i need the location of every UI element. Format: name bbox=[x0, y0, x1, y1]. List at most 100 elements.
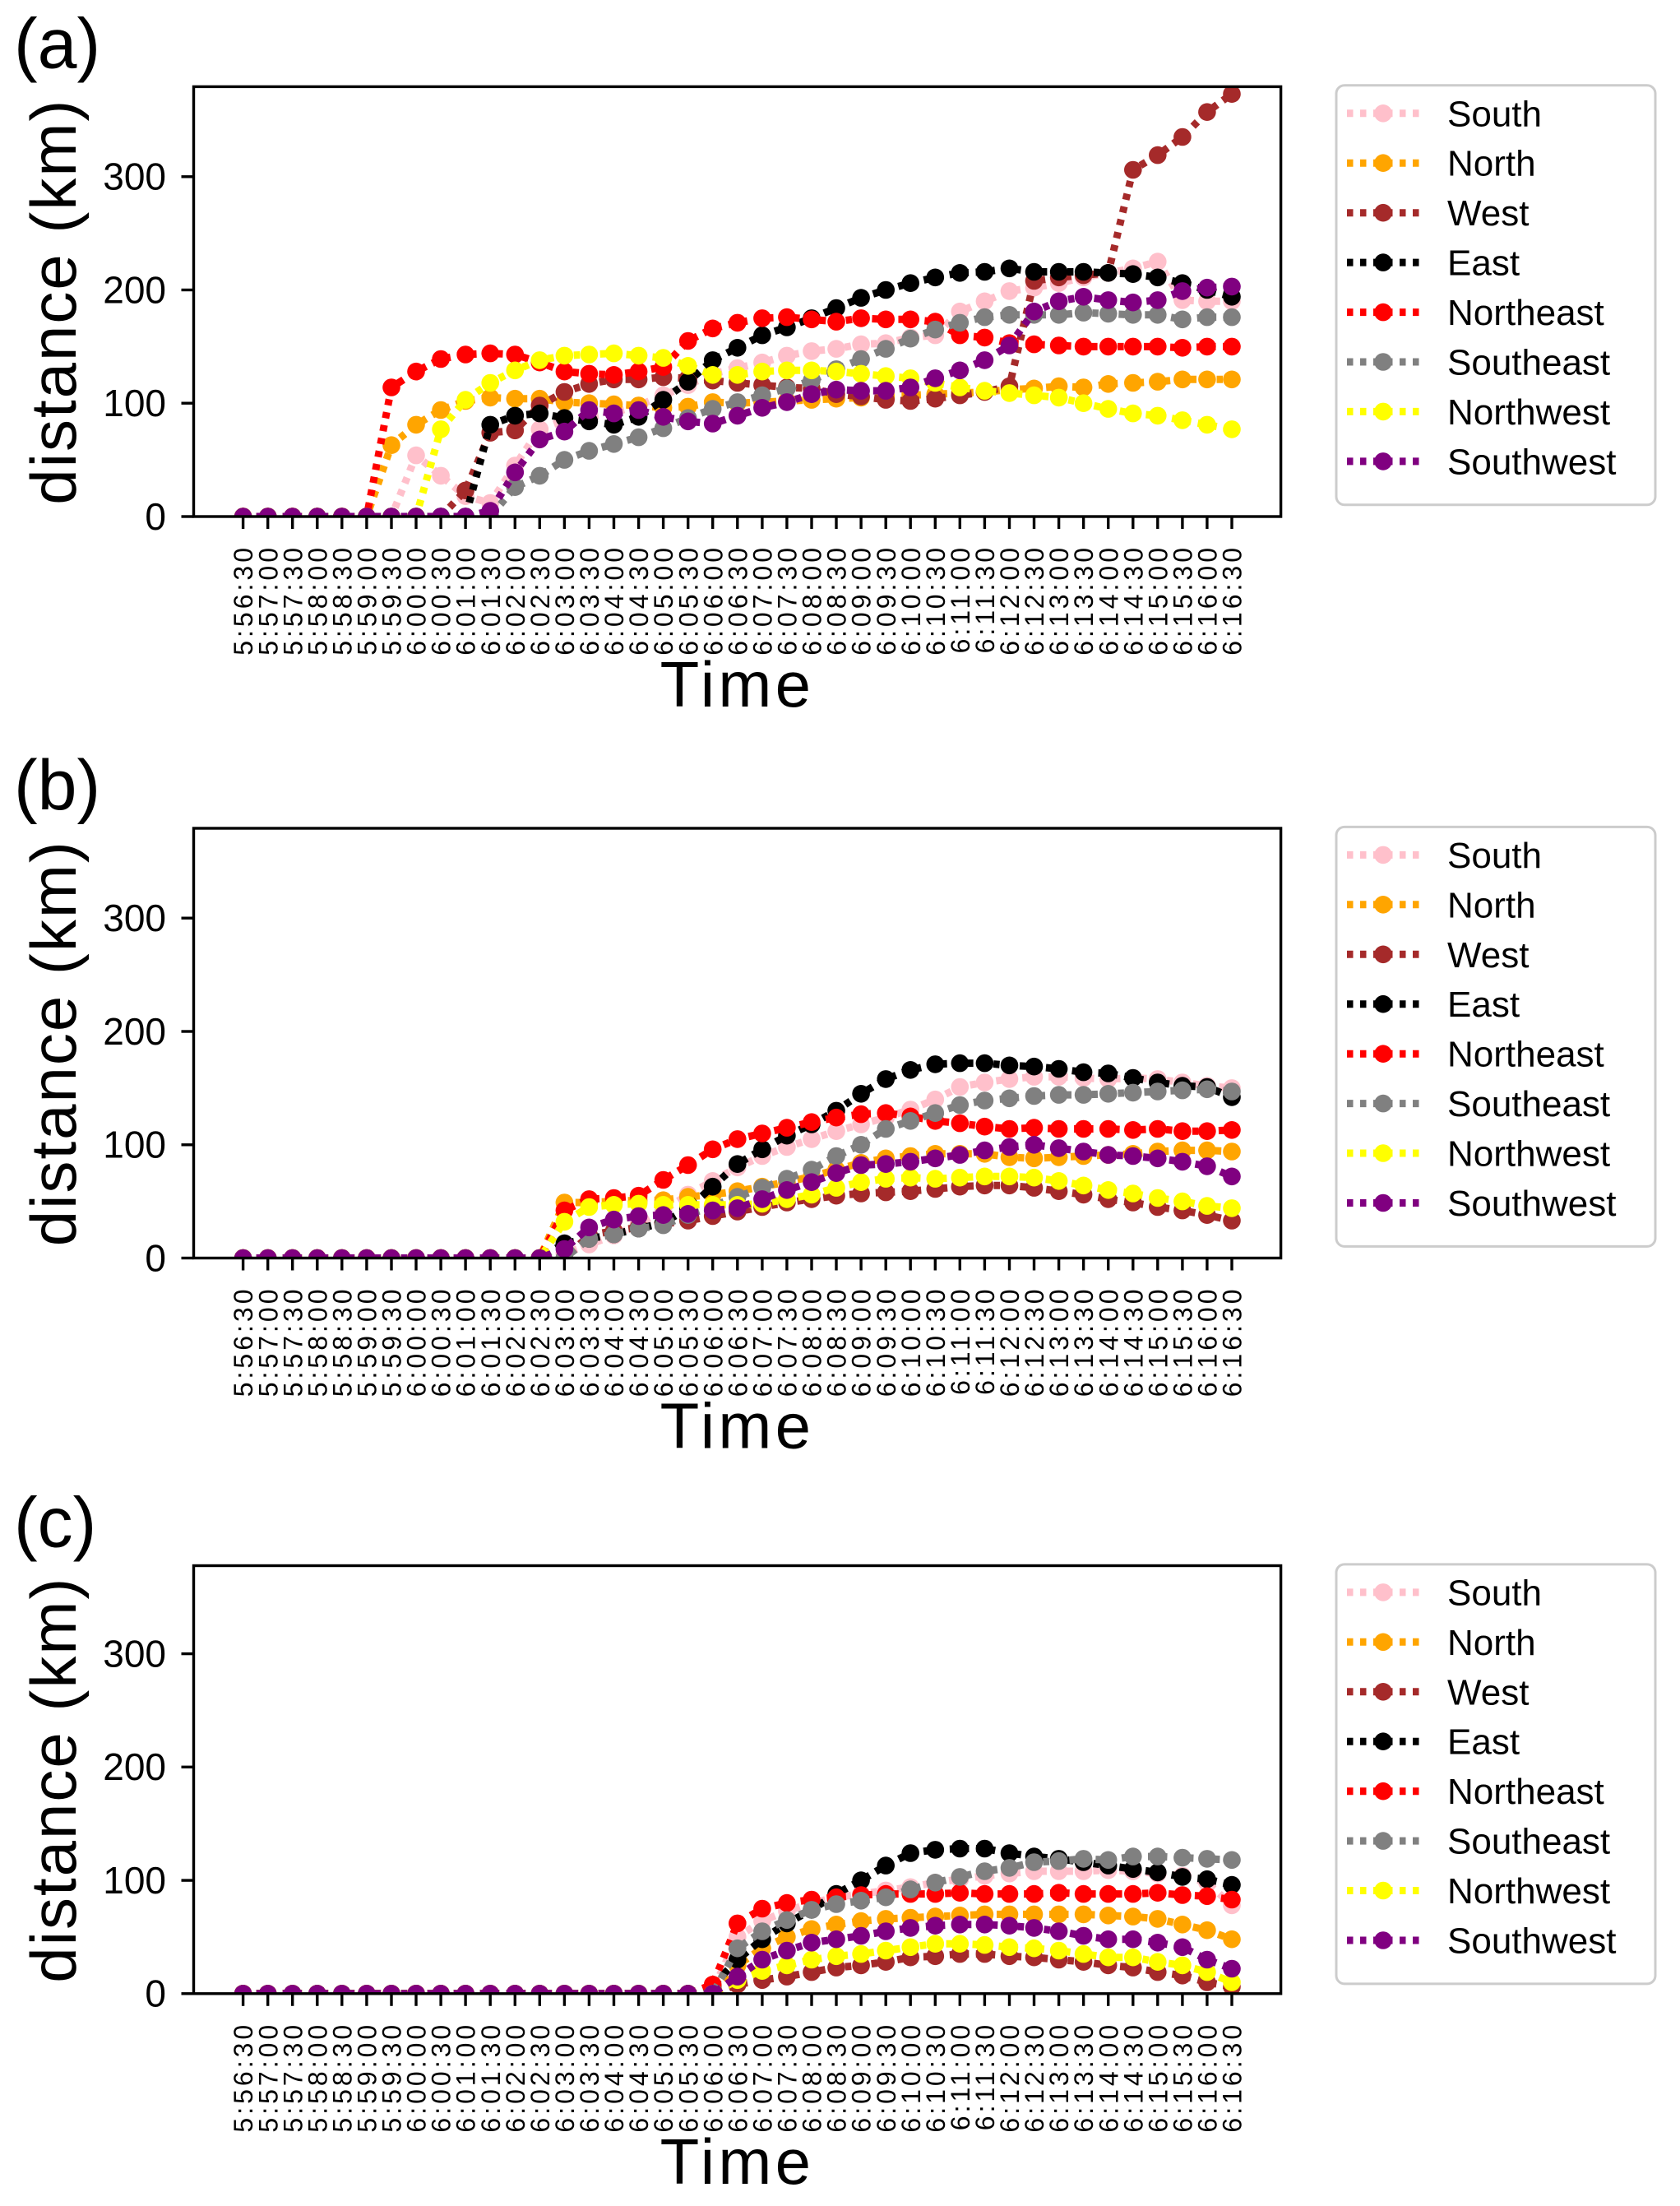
svg-text:6:12:00: 6:12:00 bbox=[995, 2022, 1025, 2133]
svg-text:6:03:30: 6:03:30 bbox=[575, 545, 604, 656]
svg-text:6:15:00: 6:15:00 bbox=[1143, 545, 1173, 656]
svg-text:5:57:00: 5:57:00 bbox=[253, 2022, 283, 2133]
svg-text:5:57:00: 5:57:00 bbox=[253, 1286, 283, 1397]
svg-text:6:09:30: 6:09:30 bbox=[872, 2022, 901, 2133]
svg-text:Northwest: Northwest bbox=[1447, 392, 1610, 433]
svg-text:6:13:30: 6:13:30 bbox=[1069, 1286, 1099, 1397]
svg-text:5:57:30: 5:57:30 bbox=[278, 545, 308, 656]
svg-text:East: East bbox=[1447, 985, 1520, 1025]
svg-text:6:03:00: 6:03:00 bbox=[550, 1286, 580, 1397]
svg-text:6:12:30: 6:12:30 bbox=[1020, 1286, 1049, 1397]
svg-text:5:59:30: 5:59:30 bbox=[377, 545, 407, 656]
svg-text:North: North bbox=[1447, 144, 1536, 184]
svg-text:Northwest: Northwest bbox=[1447, 1134, 1610, 1175]
svg-text:6:07:00: 6:07:00 bbox=[748, 1286, 778, 1397]
svg-text:6:12:00: 6:12:00 bbox=[995, 545, 1025, 656]
svg-text:6:03:30: 6:03:30 bbox=[575, 1286, 604, 1397]
svg-text:Northwest: Northwest bbox=[1447, 1871, 1610, 1912]
svg-text:6:14:00: 6:14:00 bbox=[1094, 545, 1123, 656]
svg-text:6:00:00: 6:00:00 bbox=[402, 1286, 432, 1397]
svg-text:6:03:30: 6:03:30 bbox=[575, 2022, 604, 2133]
svg-text:6:04:00: 6:04:00 bbox=[599, 545, 629, 656]
svg-text:6:05:30: 6:05:30 bbox=[673, 1286, 703, 1397]
svg-text:6:11:30: 6:11:30 bbox=[970, 2022, 1000, 2130]
svg-text:5:58:30: 5:58:30 bbox=[327, 2022, 357, 2133]
svg-text:6:03:00: 6:03:00 bbox=[550, 2022, 580, 2133]
svg-text:6:04:30: 6:04:30 bbox=[624, 1286, 654, 1397]
svg-text:6:15:30: 6:15:30 bbox=[1169, 2022, 1198, 2133]
svg-text:5:56:30: 5:56:30 bbox=[229, 2022, 258, 2133]
svg-text:6:02:30: 6:02:30 bbox=[525, 545, 555, 656]
svg-text:6:07:30: 6:07:30 bbox=[773, 1286, 803, 1397]
svg-text:200: 200 bbox=[103, 1745, 166, 1788]
svg-text:5:58:00: 5:58:00 bbox=[303, 1286, 332, 1397]
svg-text:6:13:00: 6:13:00 bbox=[1044, 1286, 1074, 1397]
svg-text:6:16:00: 6:16:00 bbox=[1193, 545, 1223, 656]
svg-text:6:04:30: 6:04:30 bbox=[624, 2022, 654, 2133]
svg-text:6:00:00: 6:00:00 bbox=[402, 2022, 432, 2133]
svg-text:North: North bbox=[1447, 1623, 1536, 1663]
svg-text:5:57:00: 5:57:00 bbox=[253, 545, 283, 656]
svg-text:6:06:30: 6:06:30 bbox=[723, 1286, 752, 1397]
svg-text:East: East bbox=[1447, 243, 1520, 284]
svg-text:6:01:30: 6:01:30 bbox=[476, 1286, 506, 1397]
svg-text:6:16:30: 6:16:30 bbox=[1218, 2022, 1247, 2133]
svg-text:6:01:00: 6:01:00 bbox=[451, 545, 481, 656]
svg-text:6:08:30: 6:08:30 bbox=[822, 545, 852, 656]
svg-text:6:15:00: 6:15:00 bbox=[1143, 2022, 1173, 2133]
svg-text:6:07:00: 6:07:00 bbox=[748, 545, 778, 656]
svg-text:6:04:00: 6:04:00 bbox=[599, 1286, 629, 1397]
svg-text:6:05:00: 6:05:00 bbox=[649, 545, 678, 656]
svg-text:6:08:00: 6:08:00 bbox=[798, 1286, 827, 1397]
svg-text:6:10:30: 6:10:30 bbox=[921, 2022, 951, 2133]
svg-text:6:05:30: 6:05:30 bbox=[673, 2022, 703, 2133]
svg-text:6:14:00: 6:14:00 bbox=[1094, 1286, 1123, 1397]
svg-text:Southwest: Southwest bbox=[1447, 1921, 1616, 1962]
svg-text:South: South bbox=[1447, 836, 1542, 876]
svg-text:6:05:00: 6:05:00 bbox=[649, 2022, 678, 2133]
svg-text:6:02:00: 6:02:00 bbox=[501, 2022, 530, 2133]
svg-text:6:10:30: 6:10:30 bbox=[921, 545, 951, 656]
svg-text:5:59:00: 5:59:00 bbox=[353, 2022, 382, 2133]
svg-text:5:59:00: 5:59:00 bbox=[353, 545, 382, 656]
svg-text:5:56:30: 5:56:30 bbox=[229, 1286, 258, 1397]
svg-text:5:57:30: 5:57:30 bbox=[278, 2022, 308, 2133]
svg-text:0: 0 bbox=[145, 1236, 166, 1279]
svg-text:Northeast: Northeast bbox=[1447, 1035, 1604, 1075]
svg-text:5:56:30: 5:56:30 bbox=[229, 545, 258, 656]
svg-text:6:16:30: 6:16:30 bbox=[1218, 545, 1247, 656]
svg-text:(b): (b) bbox=[14, 746, 100, 825]
svg-text:6:01:30: 6:01:30 bbox=[476, 545, 506, 656]
svg-text:6:10:00: 6:10:00 bbox=[896, 1286, 926, 1397]
svg-text:6:06:30: 6:06:30 bbox=[723, 545, 752, 656]
svg-text:6:05:00: 6:05:00 bbox=[649, 1286, 678, 1397]
svg-text:(a): (a) bbox=[14, 4, 100, 83]
svg-text:5:58:00: 5:58:00 bbox=[303, 2022, 332, 2133]
svg-text:6:04:00: 6:04:00 bbox=[599, 2022, 629, 2133]
svg-text:6:08:30: 6:08:30 bbox=[822, 2022, 852, 2133]
svg-text:6:02:00: 6:02:00 bbox=[501, 1286, 530, 1397]
svg-text:6:16:30: 6:16:30 bbox=[1218, 1286, 1247, 1397]
svg-text:6:09:00: 6:09:00 bbox=[847, 1286, 877, 1397]
svg-text:South: South bbox=[1447, 1573, 1542, 1613]
svg-text:6:16:00: 6:16:00 bbox=[1193, 1286, 1223, 1397]
svg-text:6:13:30: 6:13:30 bbox=[1069, 545, 1099, 656]
svg-text:300: 300 bbox=[103, 155, 166, 198]
svg-text:6:09:00: 6:09:00 bbox=[847, 2022, 877, 2133]
svg-text:100: 100 bbox=[103, 1124, 166, 1166]
svg-text:distance (km): distance (km) bbox=[17, 840, 90, 1246]
svg-text:6:06:00: 6:06:00 bbox=[698, 545, 728, 656]
svg-text:6:02:30: 6:02:30 bbox=[525, 1286, 555, 1397]
svg-text:6:12:30: 6:12:30 bbox=[1020, 545, 1049, 656]
svg-text:6:03:00: 6:03:00 bbox=[550, 545, 580, 656]
svg-text:6:07:30: 6:07:30 bbox=[773, 545, 803, 656]
svg-text:West: West bbox=[1447, 1672, 1529, 1712]
svg-text:(c): (c) bbox=[14, 1484, 96, 1563]
svg-text:6:12:00: 6:12:00 bbox=[995, 1286, 1025, 1397]
svg-text:6:11:30: 6:11:30 bbox=[970, 1286, 1000, 1395]
svg-text:6:16:00: 6:16:00 bbox=[1193, 2022, 1223, 2133]
svg-text:6:12:30: 6:12:30 bbox=[1020, 2022, 1049, 2133]
svg-text:5:58:30: 5:58:30 bbox=[327, 545, 357, 656]
svg-text:6:01:00: 6:01:00 bbox=[451, 1286, 481, 1397]
svg-text:Northeast: Northeast bbox=[1447, 1772, 1604, 1812]
